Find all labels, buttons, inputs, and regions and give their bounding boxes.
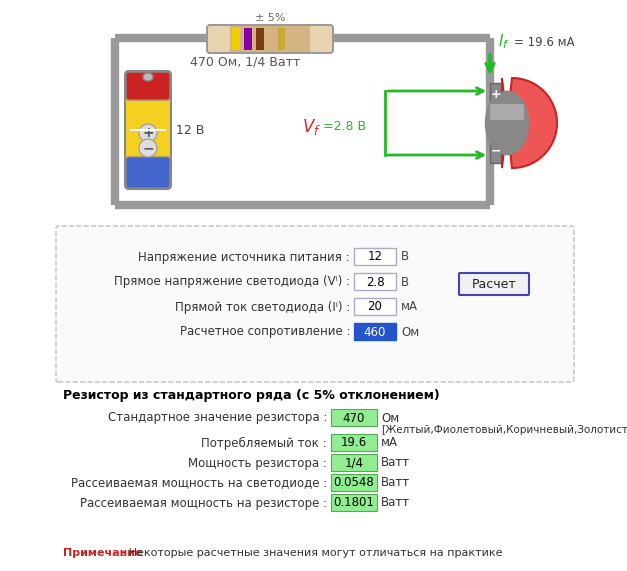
Bar (331, 409, 377, 426)
Text: ± 5%: ± 5% (255, 13, 285, 23)
Text: 19.6: 19.6 (341, 436, 367, 449)
Text: Примечание: Примечание (63, 548, 142, 558)
Text: 12: 12 (367, 251, 382, 263)
Text: Ом: Ом (401, 325, 419, 339)
Ellipse shape (143, 73, 153, 81)
Polygon shape (502, 78, 557, 168)
Text: Ватт: Ватт (381, 456, 410, 469)
Text: Напряжение источника питания :: Напряжение источника питания : (139, 251, 350, 263)
Text: Расчет: Расчет (472, 278, 517, 291)
Text: Прямое напряжение светодиода (Vⁱ) :: Прямое напряжение светодиода (Vⁱ) : (114, 275, 350, 288)
Text: Мощность резистора :: Мощность резистора : (188, 456, 327, 469)
Bar (490, 83, 502, 163)
Text: $V_f$: $V_f$ (302, 117, 321, 137)
Text: В: В (401, 275, 409, 288)
FancyBboxPatch shape (459, 273, 529, 295)
Text: Прямой ток светодиода (Iⁱ) :: Прямой ток светодиода (Iⁱ) : (175, 300, 350, 313)
Bar (278, 28, 285, 50)
Text: Резистор из стандартного ряда (с 5% отклонением): Резистор из стандартного ряда (с 5% откл… (63, 388, 440, 401)
Bar (331, 434, 377, 451)
Text: 470 Ом, 1/4 Ватт: 470 Ом, 1/4 Ватт (190, 55, 300, 69)
Text: : Некоторые расчетные значения могут отличаться на практике: : Некоторые расчетные значения могут отл… (118, 548, 502, 558)
Text: Стандартное значение резистора :: Стандартное значение резистора : (108, 412, 327, 424)
FancyBboxPatch shape (125, 71, 171, 189)
Bar (256, 28, 264, 50)
Text: −: − (491, 144, 501, 158)
Text: В: В (401, 251, 409, 263)
Bar (354, 273, 396, 290)
Text: $I_f$: $I_f$ (498, 33, 510, 51)
Text: =2.8 В: =2.8 В (323, 120, 366, 134)
Text: Ватт: Ватт (381, 497, 410, 509)
Text: Рассеиваемая мощность на светодиоде :: Рассеиваемая мощность на светодиоде : (71, 477, 327, 489)
Text: 1/4: 1/4 (344, 456, 364, 469)
Text: 470: 470 (343, 412, 365, 424)
Text: 460: 460 (364, 325, 386, 339)
Bar (331, 494, 377, 511)
FancyBboxPatch shape (207, 25, 333, 53)
FancyBboxPatch shape (56, 226, 574, 382)
FancyBboxPatch shape (126, 72, 170, 100)
Text: −: − (142, 141, 154, 155)
FancyBboxPatch shape (310, 26, 332, 52)
Text: 12 В: 12 В (176, 123, 204, 136)
Text: [Желтый,Фиолетовый,Коричневый,Золотистый]: [Желтый,Фиолетовый,Коричневый,Золотистый… (381, 425, 627, 435)
Bar (354, 248, 396, 265)
Bar (354, 298, 396, 315)
Text: Потребляемый ток :: Потребляемый ток : (201, 436, 327, 449)
Ellipse shape (139, 139, 157, 157)
Text: 20: 20 (367, 300, 382, 313)
Text: 0.1801: 0.1801 (334, 497, 374, 509)
Text: +: + (491, 89, 502, 102)
Text: 0.0548: 0.0548 (334, 477, 374, 489)
Bar (232, 28, 240, 50)
Text: Ватт: Ватт (381, 477, 410, 489)
Ellipse shape (139, 124, 157, 142)
Text: Ом: Ом (381, 412, 399, 424)
Text: = 19.6 мА: = 19.6 мА (514, 35, 574, 49)
Bar (244, 28, 252, 50)
FancyBboxPatch shape (490, 104, 524, 120)
Text: +: + (142, 126, 154, 140)
Bar (331, 474, 377, 491)
Bar (331, 454, 377, 471)
FancyBboxPatch shape (208, 26, 230, 52)
Bar (354, 323, 396, 340)
FancyBboxPatch shape (126, 157, 170, 188)
Text: мА: мА (401, 300, 418, 313)
Text: мА: мА (381, 436, 398, 449)
Text: Расчетное сопротивление :: Расчетное сопротивление : (179, 325, 350, 339)
Ellipse shape (485, 91, 529, 155)
Text: 2.8: 2.8 (366, 275, 384, 288)
Text: Рассеиваемая мощность на резисторе :: Рассеиваемая мощность на резисторе : (80, 497, 327, 509)
